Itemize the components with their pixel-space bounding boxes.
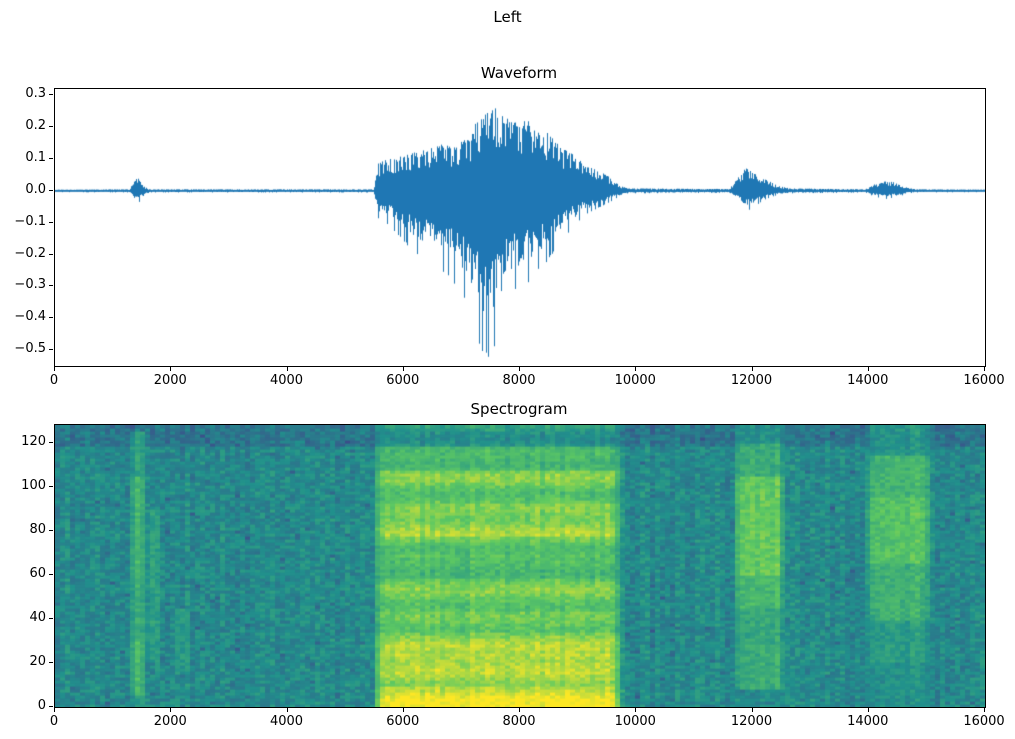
tick-mark xyxy=(635,708,637,712)
tick-mark xyxy=(402,708,404,712)
waveform-x-tick-label: 4000 xyxy=(269,373,304,388)
spectrogram-y-tick-label: 20 xyxy=(29,653,46,669)
spectrogram-x-tick-label: 4000 xyxy=(269,714,304,729)
spectrogram-plot-canvas xyxy=(55,425,985,707)
spectrogram-x-tick-label: 10000 xyxy=(614,714,656,729)
spectrogram-x-tick-label: 0 xyxy=(49,714,59,729)
waveform-y-tick-label: −0.4 xyxy=(14,309,46,325)
tick-mark xyxy=(49,441,53,443)
figure-suptitle: Left xyxy=(493,8,522,26)
spectrogram-title: Spectrogram xyxy=(470,400,568,418)
spectrogram-y-tick-label: 40 xyxy=(29,609,46,625)
waveform-y-tick-label: 0.0 xyxy=(25,181,46,197)
tick-mark xyxy=(49,285,53,287)
spectrogram-y-tick-label: 80 xyxy=(29,521,46,537)
waveform-x-tick-label: 8000 xyxy=(502,373,536,388)
tick-mark xyxy=(286,708,288,712)
tick-mark xyxy=(49,661,53,663)
waveform-y-tick-label: 0.1 xyxy=(25,150,46,166)
spectrogram-axes xyxy=(54,424,986,708)
waveform-x-tick-label: 6000 xyxy=(386,373,420,388)
tick-mark xyxy=(751,367,753,371)
tick-mark xyxy=(49,349,53,351)
spectrogram-y-tick-label: 60 xyxy=(29,565,46,581)
tick-mark xyxy=(49,221,53,223)
tick-mark xyxy=(867,708,869,712)
spectrogram-y-tick-label: 120 xyxy=(21,433,46,449)
spectrogram-x-tick-label: 12000 xyxy=(730,714,773,729)
tick-mark xyxy=(984,367,985,371)
tick-mark xyxy=(49,158,53,160)
waveform-x-tick-label: 10000 xyxy=(614,373,656,388)
spectrogram-x-tick-label: 6000 xyxy=(386,714,420,729)
tick-mark xyxy=(49,189,53,191)
tick-mark xyxy=(170,367,172,371)
tick-mark xyxy=(519,708,520,712)
waveform-x-tick-label: 2000 xyxy=(153,373,187,388)
tick-mark xyxy=(49,485,53,487)
tick-mark xyxy=(49,573,53,575)
waveform-y-tick-label: −0.1 xyxy=(14,213,46,229)
tick-mark xyxy=(867,367,869,371)
waveform-axes xyxy=(54,88,986,367)
waveform-y-tick-label: 0.2 xyxy=(25,118,46,134)
waveform-x-tick-label: 16000 xyxy=(963,373,1005,388)
tick-mark xyxy=(49,617,53,619)
spectrogram-x-tick-label: 2000 xyxy=(153,714,187,729)
tick-mark xyxy=(49,706,53,707)
waveform-x-tick-label: 0 xyxy=(49,373,59,388)
tick-mark xyxy=(49,529,53,531)
waveform-y-tick-label: −0.3 xyxy=(14,277,46,293)
spectrogram-x-tick-label: 16000 xyxy=(963,714,1005,729)
tick-mark xyxy=(984,708,985,712)
tick-mark xyxy=(402,367,404,371)
spectrogram-y-tick-label: 0 xyxy=(37,698,46,713)
waveform-x-tick-label: 14000 xyxy=(847,373,889,388)
tick-mark xyxy=(49,317,53,319)
tick-mark xyxy=(170,708,172,712)
waveform-title: Waveform xyxy=(480,64,558,82)
spectrogram-x-tick-label: 8000 xyxy=(502,714,536,729)
tick-mark xyxy=(751,708,753,712)
tick-mark xyxy=(54,367,55,371)
spectrogram-y-tick-label: 100 xyxy=(21,477,46,493)
waveform-y-tick-label: 0.3 xyxy=(25,86,46,102)
spectrogram-x-tick-label: 14000 xyxy=(847,714,889,729)
tick-mark xyxy=(635,367,637,371)
waveform-y-tick-label: −0.5 xyxy=(14,341,46,357)
tick-mark xyxy=(49,94,53,96)
tick-mark xyxy=(49,253,53,255)
waveform-plot-canvas xyxy=(55,89,985,366)
tick-mark xyxy=(519,367,520,371)
tick-mark xyxy=(54,708,55,712)
tick-mark xyxy=(286,367,288,371)
waveform-y-tick-label: −0.2 xyxy=(14,245,46,261)
tick-mark xyxy=(49,126,53,128)
waveform-x-tick-label: 12000 xyxy=(730,373,773,388)
